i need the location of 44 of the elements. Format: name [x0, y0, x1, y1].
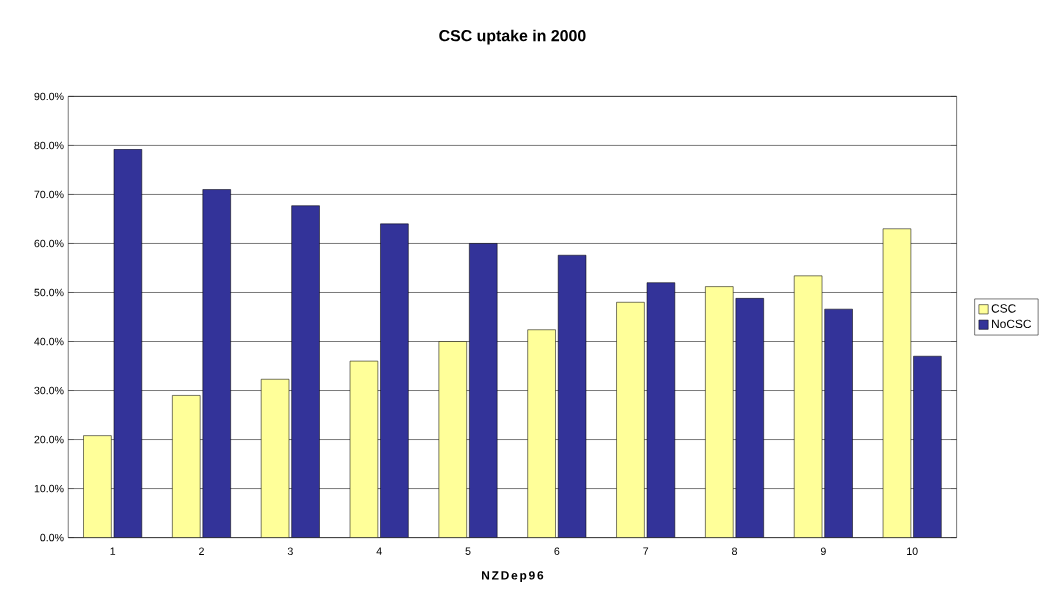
bar [705, 286, 734, 538]
bar [527, 329, 556, 538]
bar [882, 228, 912, 538]
bar [646, 282, 676, 538]
bar [113, 148, 143, 538]
bar [557, 254, 587, 538]
y-tick-label: 20.0% [34, 435, 64, 444]
y-tick-label: 0.0% [40, 533, 64, 542]
bar [824, 308, 853, 538]
y-tick-label: 50.0% [34, 288, 64, 297]
y-tick-label: 70.0% [34, 190, 64, 199]
bar [202, 189, 231, 538]
bar [735, 297, 764, 538]
x-tick-label: 3 [287, 547, 293, 555]
bar [469, 243, 498, 538]
x-tick-label: 7 [643, 547, 649, 555]
x-tick-label: 1 [110, 547, 116, 555]
bar [380, 223, 409, 538]
x-tick-label: 2 [199, 547, 204, 555]
y-tick-label: 60.0% [34, 239, 64, 248]
x-tick-label: 5 [465, 547, 471, 555]
x-tick-label: 6 [554, 547, 560, 555]
chart-title: CSC uptake in 2000 [439, 29, 586, 45]
x-tick-label: 10 [907, 547, 918, 555]
legend-label: NoCSC [992, 319, 1032, 328]
y-tick-label: 80.0% [34, 141, 64, 150]
bar [349, 360, 379, 538]
x-tick-label: 8 [732, 547, 737, 555]
bar [913, 355, 942, 538]
y-tick-label: 10.0% [34, 484, 64, 493]
x-tick-label: 4 [376, 547, 382, 555]
bar [616, 301, 645, 538]
legend-label: CSC [991, 304, 1016, 313]
y-tick-label: 40.0% [34, 337, 64, 346]
bar [83, 435, 112, 538]
bar [172, 395, 201, 538]
x-tick-label: 9 [820, 547, 826, 555]
bar [793, 275, 823, 538]
x-axis-title: NZDep96 [482, 571, 544, 582]
bar [260, 378, 290, 538]
bar [438, 341, 467, 538]
bar [291, 205, 320, 538]
y-tick-label: 90.0% [34, 92, 64, 101]
y-tick-label: 30.0% [34, 386, 64, 395]
